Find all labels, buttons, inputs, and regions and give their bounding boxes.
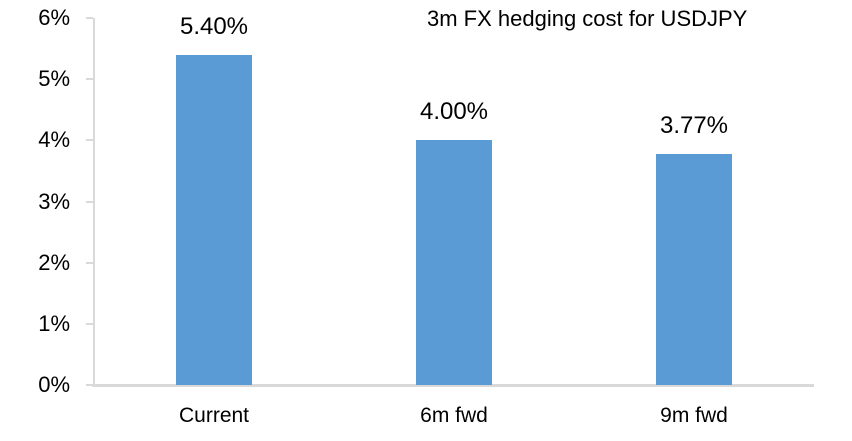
y-axis-tick-label: 5% — [38, 66, 70, 92]
bar-value-label: 4.00% — [419, 98, 489, 126]
y-axis-line — [93, 18, 95, 387]
y-axis-tick — [86, 200, 93, 203]
y-axis-tick — [86, 322, 93, 325]
y-axis-tick-label: 1% — [38, 310, 70, 336]
bar-6m-fwd — [416, 140, 492, 385]
x-category-label: 9m fwd — [660, 404, 728, 427]
x-category-label: 6m fwd — [420, 404, 488, 427]
y-axis-tick-label: 2% — [38, 249, 70, 275]
y-axis-tick-label: 3% — [38, 188, 70, 214]
bar-value-label: 3.77% — [659, 112, 729, 140]
bar-current — [176, 54, 252, 385]
y-axis-tick-label: 4% — [38, 127, 70, 153]
y-axis-tick-label: 0% — [38, 372, 70, 397]
x-axis-line — [92, 384, 814, 387]
y-axis-tick — [86, 261, 93, 264]
bar-value-label: 5.40% — [179, 12, 249, 40]
x-category-label: Current — [178, 404, 250, 427]
y-axis-tick — [86, 139, 93, 142]
y-axis-tick — [86, 78, 93, 81]
bar-9m-fwd — [656, 154, 732, 385]
y-axis-tick — [86, 384, 93, 386]
y-axis-tick — [86, 17, 93, 19]
y-axis-tick-label: 6% — [38, 5, 70, 30]
chart-title: 3m FX hedging cost for USDJPY — [427, 6, 748, 31]
